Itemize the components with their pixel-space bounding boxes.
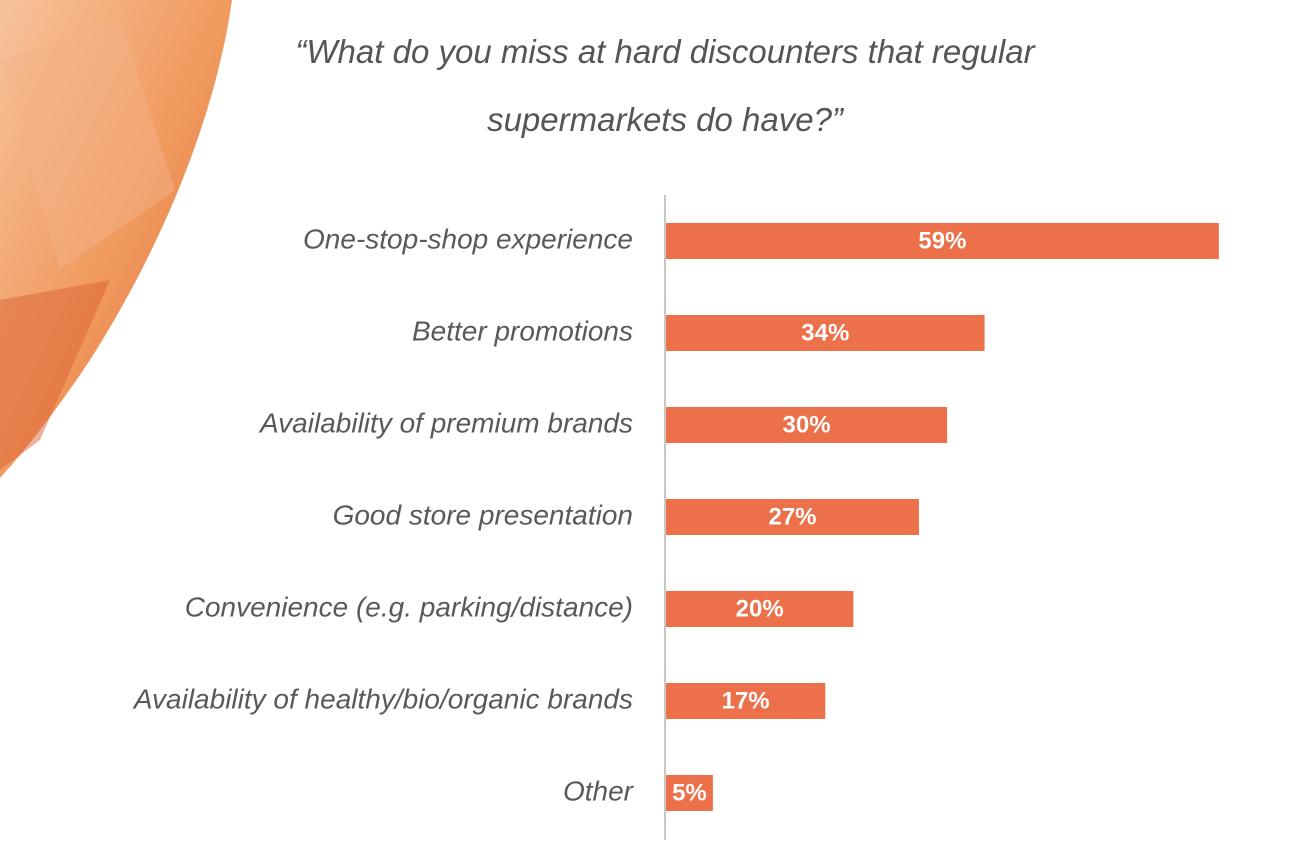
value-label: 30%	[783, 411, 831, 438]
bar	[666, 499, 919, 535]
category-label: One-stop-shop experience	[303, 223, 633, 254]
bar	[666, 591, 854, 627]
category-label: Convenience (e.g. parking/distance)	[185, 591, 633, 622]
value-label: 20%	[736, 595, 784, 622]
value-label: 17%	[722, 687, 770, 714]
category-label: Better promotions	[412, 315, 633, 346]
bar	[666, 223, 1219, 259]
bar	[666, 683, 826, 719]
category-label: Availability of premium brands	[258, 407, 633, 438]
value-label: 59%	[918, 227, 966, 254]
bar	[666, 407, 948, 443]
decoration-facet	[0, 280, 110, 470]
bar	[666, 315, 985, 351]
value-label: 27%	[768, 503, 816, 530]
category-label: Availability of healthy/bio/organic bran…	[132, 683, 633, 714]
chart-title: “What do you miss at hard discounters th…	[295, 33, 1035, 138]
value-label: 34%	[801, 319, 849, 346]
bar	[666, 775, 713, 811]
category-label: Good store presentation	[333, 499, 633, 530]
value-label: 5%	[672, 779, 707, 806]
plot: One-stop-shop experience 59% Better promot…	[132, 223, 1219, 811]
category-label: Other	[563, 775, 635, 806]
decoration-facet	[0, 20, 175, 270]
